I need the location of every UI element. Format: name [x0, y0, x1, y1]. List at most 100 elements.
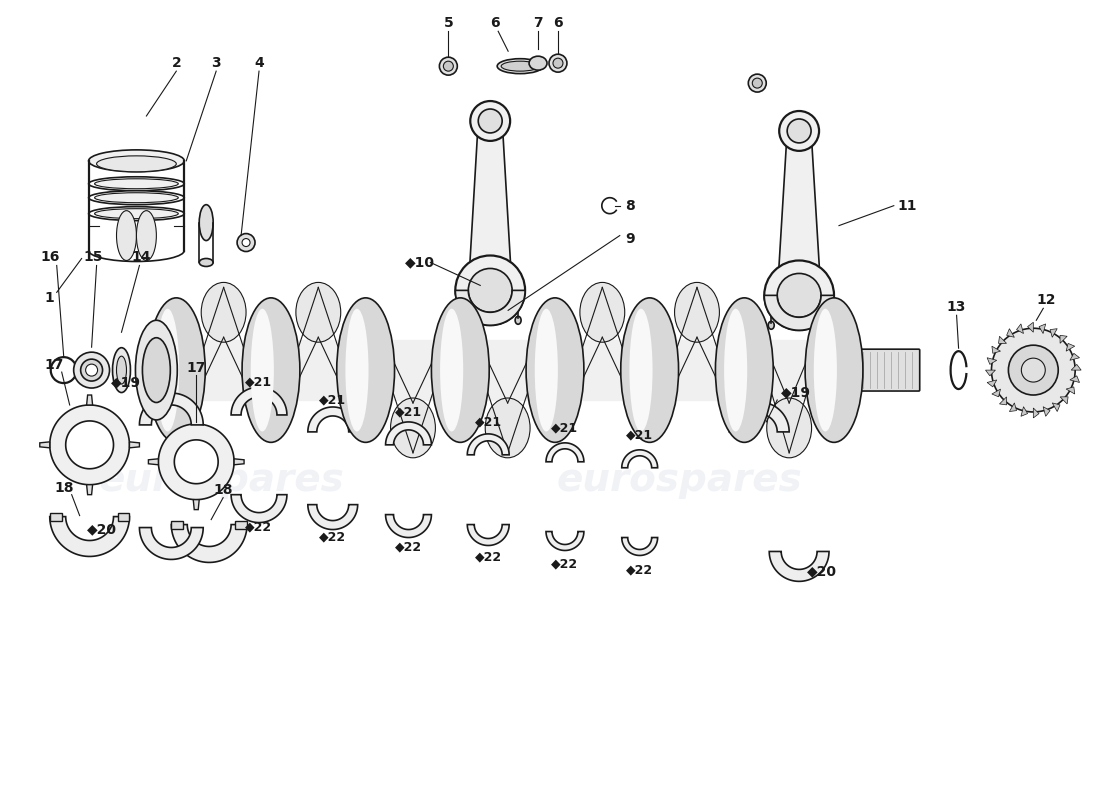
Polygon shape	[986, 370, 996, 376]
Text: ◆21: ◆21	[475, 415, 502, 429]
Ellipse shape	[440, 309, 463, 431]
Polygon shape	[130, 442, 140, 448]
Ellipse shape	[199, 258, 213, 266]
Text: ◆22: ◆22	[395, 540, 422, 553]
Polygon shape	[1053, 403, 1060, 411]
Text: ◆21: ◆21	[245, 375, 273, 389]
Circle shape	[752, 78, 762, 88]
Text: 6: 6	[553, 16, 563, 30]
Ellipse shape	[296, 282, 341, 342]
Polygon shape	[1000, 397, 1006, 405]
Circle shape	[822, 298, 832, 308]
Text: 17: 17	[187, 361, 206, 375]
Polygon shape	[140, 393, 204, 425]
Polygon shape	[621, 450, 658, 468]
Circle shape	[513, 294, 524, 303]
Ellipse shape	[485, 398, 530, 458]
Polygon shape	[158, 424, 234, 500]
Polygon shape	[235, 521, 248, 529]
Polygon shape	[769, 551, 829, 582]
Polygon shape	[386, 514, 431, 538]
Ellipse shape	[526, 298, 584, 442]
Circle shape	[779, 111, 820, 151]
Ellipse shape	[89, 177, 185, 190]
Circle shape	[80, 359, 102, 381]
Ellipse shape	[535, 309, 558, 431]
Text: ◆22: ◆22	[245, 520, 273, 533]
Ellipse shape	[95, 178, 178, 189]
Polygon shape	[234, 458, 244, 465]
Polygon shape	[778, 131, 821, 306]
Ellipse shape	[201, 282, 246, 342]
Polygon shape	[987, 380, 997, 387]
Circle shape	[764, 261, 834, 330]
Polygon shape	[729, 402, 789, 432]
Polygon shape	[455, 290, 525, 326]
Polygon shape	[1016, 324, 1023, 334]
Polygon shape	[621, 538, 658, 555]
Circle shape	[1009, 345, 1058, 395]
Circle shape	[549, 54, 566, 72]
Polygon shape	[987, 358, 997, 364]
Ellipse shape	[337, 298, 395, 442]
Polygon shape	[50, 405, 130, 485]
Circle shape	[1022, 358, 1045, 382]
Text: 17: 17	[44, 358, 64, 372]
Polygon shape	[1060, 335, 1067, 343]
Polygon shape	[1033, 408, 1039, 418]
Text: 4: 4	[254, 56, 264, 70]
Ellipse shape	[147, 298, 206, 442]
Ellipse shape	[460, 316, 465, 324]
Circle shape	[458, 294, 468, 303]
Polygon shape	[1010, 403, 1016, 411]
Polygon shape	[308, 407, 358, 432]
Ellipse shape	[515, 316, 521, 324]
Ellipse shape	[199, 205, 213, 241]
Polygon shape	[308, 505, 358, 530]
Text: ◆21: ◆21	[319, 394, 346, 406]
Text: 3: 3	[211, 56, 221, 70]
Polygon shape	[194, 500, 199, 510]
Polygon shape	[66, 421, 113, 469]
Text: 18: 18	[213, 482, 233, 497]
Ellipse shape	[724, 309, 747, 431]
Circle shape	[788, 119, 811, 143]
Ellipse shape	[89, 150, 185, 172]
Polygon shape	[118, 513, 130, 521]
Polygon shape	[87, 395, 92, 405]
Text: eurospares: eurospares	[98, 461, 344, 498]
Ellipse shape	[715, 298, 773, 442]
Ellipse shape	[529, 56, 547, 70]
Polygon shape	[231, 387, 287, 415]
Circle shape	[767, 298, 777, 308]
Circle shape	[86, 364, 98, 376]
Ellipse shape	[117, 210, 136, 261]
Polygon shape	[1006, 329, 1014, 338]
Polygon shape	[231, 494, 287, 522]
Text: 15: 15	[84, 250, 103, 265]
Text: 13: 13	[947, 300, 966, 314]
Ellipse shape	[629, 309, 652, 431]
Polygon shape	[1070, 354, 1079, 360]
Text: 8: 8	[625, 198, 635, 213]
Ellipse shape	[89, 190, 185, 205]
Circle shape	[443, 61, 453, 71]
Ellipse shape	[824, 322, 830, 330]
Ellipse shape	[497, 58, 543, 74]
Polygon shape	[174, 440, 218, 484]
Ellipse shape	[345, 309, 368, 431]
Text: 11: 11	[896, 198, 916, 213]
Polygon shape	[386, 422, 431, 445]
Polygon shape	[40, 442, 49, 448]
Ellipse shape	[97, 156, 176, 172]
Circle shape	[74, 352, 110, 388]
Polygon shape	[140, 527, 204, 559]
Polygon shape	[50, 517, 130, 557]
Ellipse shape	[674, 282, 719, 342]
Polygon shape	[764, 295, 834, 330]
Circle shape	[553, 58, 563, 68]
Polygon shape	[1043, 406, 1050, 416]
Polygon shape	[1071, 364, 1081, 370]
Polygon shape	[468, 525, 509, 546]
Ellipse shape	[136, 210, 156, 261]
